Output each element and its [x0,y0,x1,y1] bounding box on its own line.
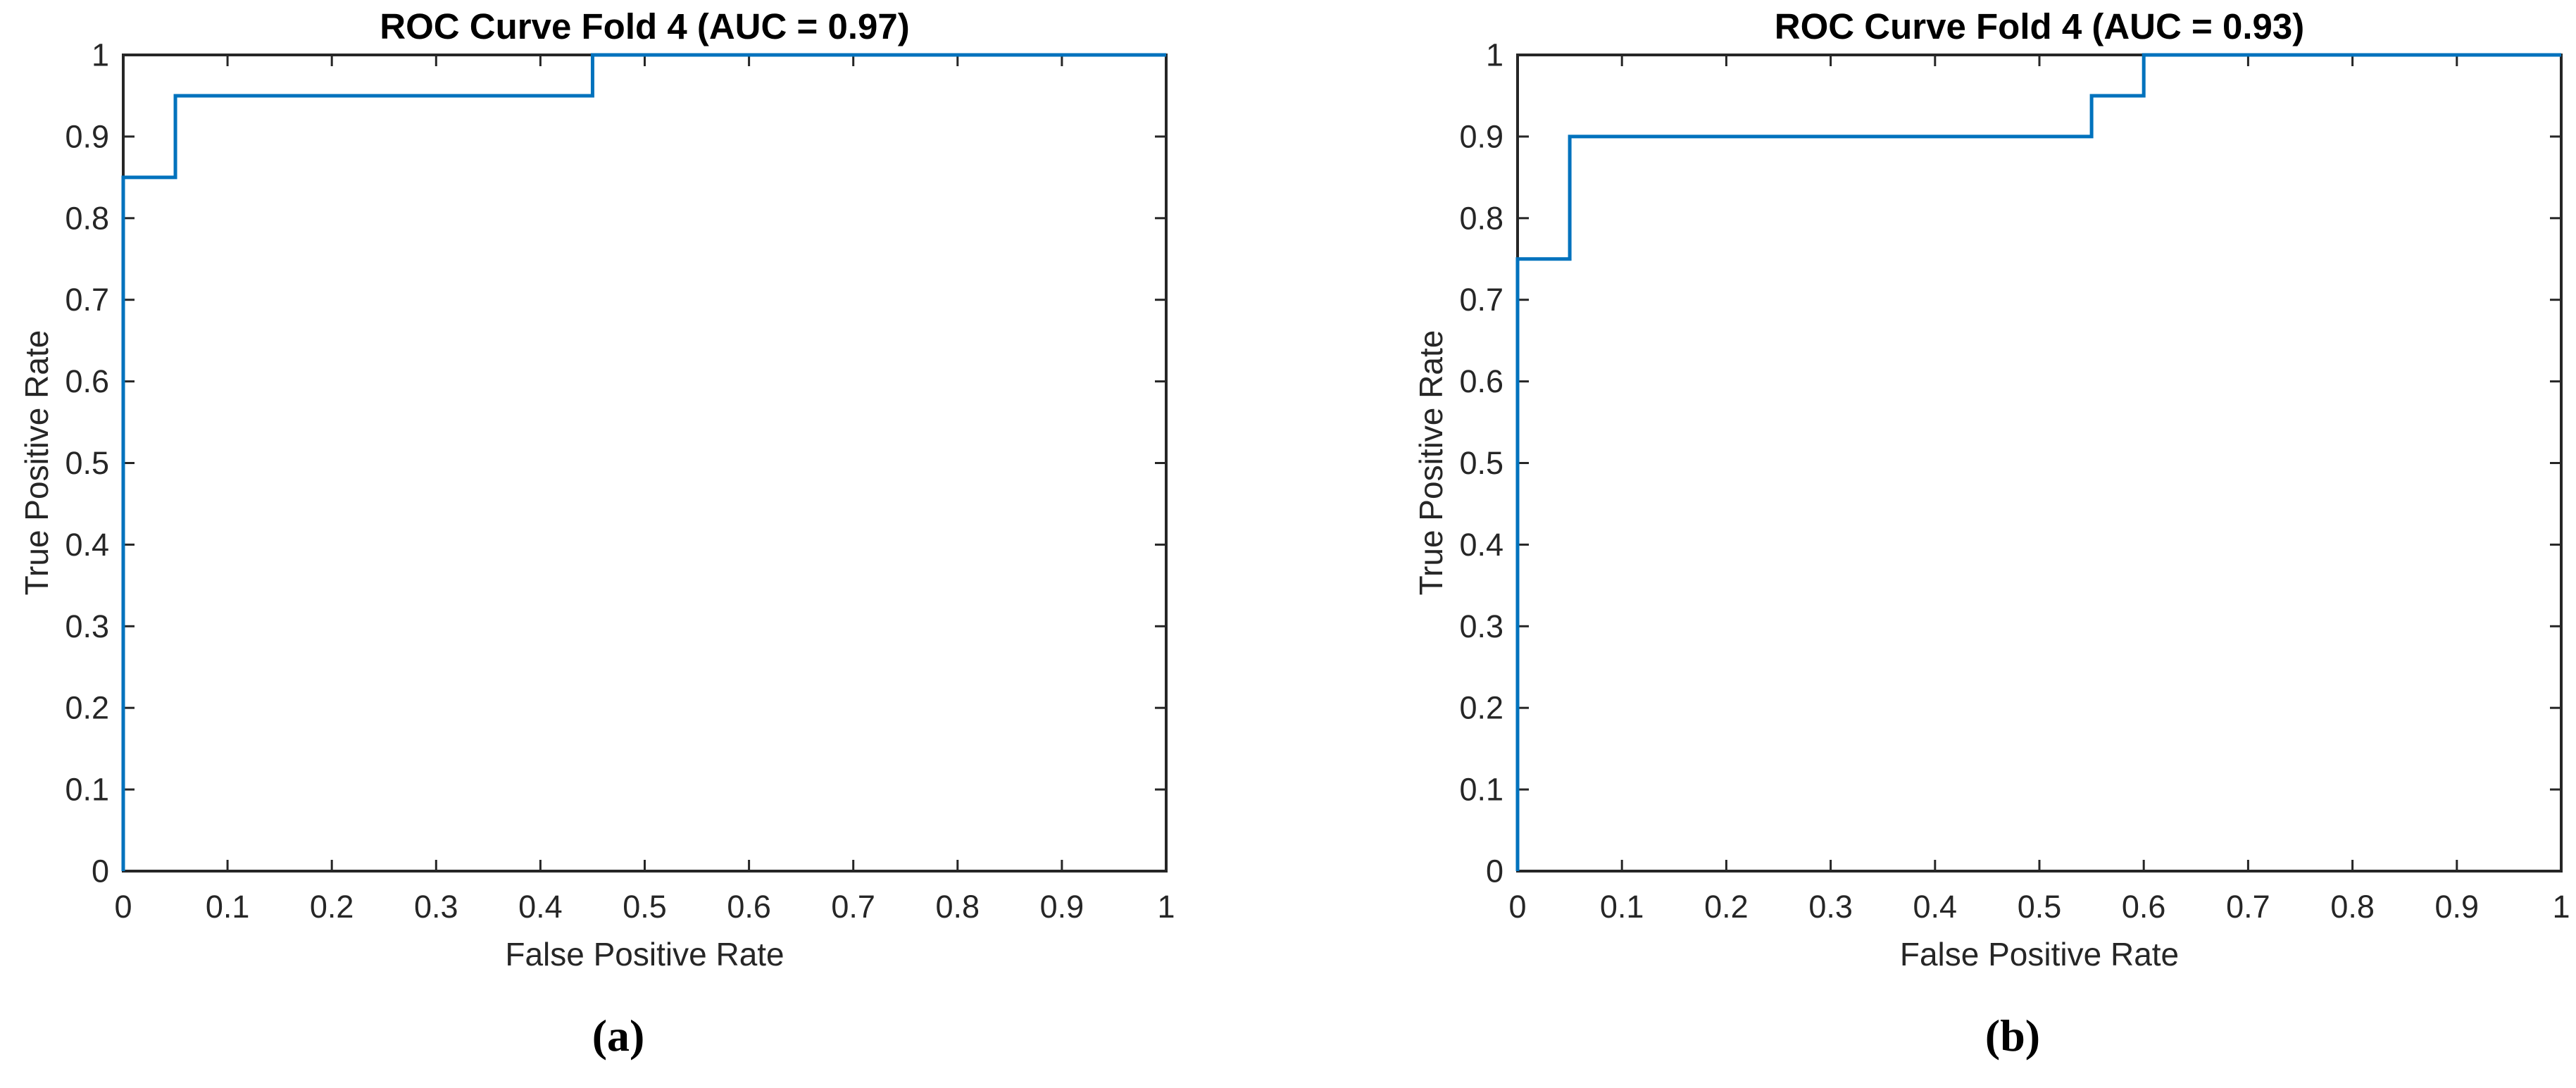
x-tick-label: 0 [114,889,132,925]
x-tick-label: 0.1 [206,889,250,925]
x-tick-label: 1 [2552,889,2570,925]
y-tick-label: 0.5 [65,445,109,481]
y-tick-label: 0.8 [1459,200,1503,236]
y-tick-label: 0.3 [1459,608,1503,644]
x-tick-label: 0.2 [310,889,354,925]
y-tick-label: 0.6 [65,363,109,399]
chart-b-yaxis-label: True Positive Rate [1413,330,1449,596]
axis-ticks [122,54,1168,873]
x-tick-label: 0.1 [1600,889,1644,925]
y-tick-label: 1 [1486,37,1503,73]
roc-curve [121,53,1166,871]
x-tick-label: 0.4 [518,889,563,925]
x-tick-label: 1 [1157,889,1175,925]
y-tick-label: 0.2 [1459,690,1503,726]
subfigure-caption-a: (a) [592,1011,645,1061]
y-tick-label: 0.4 [1459,527,1503,563]
y-tick-label: 0 [92,853,109,889]
roc-curve [1515,53,2561,871]
x-tick-label: 0.5 [2018,889,2062,925]
y-tick-label: 0.9 [1459,118,1503,154]
y-tick-label: 0.4 [65,527,109,563]
axes-box [122,54,1168,873]
chart-a-xaxis-label: False Positive Rate [505,936,784,973]
x-tick-label: 0.6 [2122,889,2166,925]
y-tick-label: 0.5 [1459,445,1503,481]
axes-box [1516,54,2563,873]
x-tick-label: 0.6 [727,889,771,925]
chart-b: 0 0.1 0.2 0.3 0.4 0.5 0.6 0.7 0.8 0.9 1 0 0.1 0.2 0.3 0… [1459,37,2570,925]
chart-a-title: ROC Curve Fold 4 (AUC = 0.97) [380,6,910,46]
x-tick-label: 0.9 [1040,889,1084,925]
y-tick-label: 0.2 [65,690,109,726]
axis-ticks [1516,54,2563,873]
chart-b-title: ROC Curve Fold 4 (AUC = 0.93) [1774,6,2305,46]
x-tick-label: 0.5 [623,889,667,925]
x-tick-label: 0.7 [831,889,875,925]
tick-labels: 0 0.1 0.2 0.3 0.4 0.5 0.6 0.7 0.8 0.9 1 0 0.1 0.2 0.3 0… [1459,37,2570,925]
tick-labels: 0 0.1 0.2 0.3 0.4 0.5 0.6 0.7 0.8 0.9 1 0 0.1 0.2 0.3 0… [65,37,1175,925]
x-tick-label: 0.9 [2435,889,2480,925]
x-tick-label: 0 [1508,889,1526,925]
chart-a: 0 0.1 0.2 0.3 0.4 0.5 0.6 0.7 0.8 0.9 1 0 0.1 0.2 0.3 0… [65,37,1175,925]
chart-a-yaxis-label: True Positive Rate [18,330,55,596]
x-tick-label: 0.2 [1704,889,1749,925]
x-tick-label: 0.8 [2330,889,2375,925]
subfigure-caption-b: (b) [1984,1011,2041,1061]
y-tick-label: 0 [1486,853,1503,889]
y-tick-label: 0.3 [65,608,109,644]
x-tick-label: 0.3 [1808,889,1853,925]
x-tick-label: 0.4 [1913,889,1958,925]
y-tick-label: 1 [92,37,109,73]
y-tick-label: 0.1 [65,772,109,808]
y-tick-label: 0.6 [1459,363,1503,399]
y-tick-label: 0.7 [65,282,109,318]
x-tick-label: 0.8 [936,889,980,925]
y-tick-label: 0.8 [65,200,109,236]
y-tick-label: 0.7 [1459,282,1503,318]
y-tick-label: 0.1 [1459,772,1503,808]
y-tick-label: 0.9 [65,118,109,154]
x-tick-label: 0.7 [2226,889,2270,925]
x-tick-label: 0.3 [414,889,458,925]
chart-b-xaxis-label: False Positive Rate [1899,936,2180,973]
